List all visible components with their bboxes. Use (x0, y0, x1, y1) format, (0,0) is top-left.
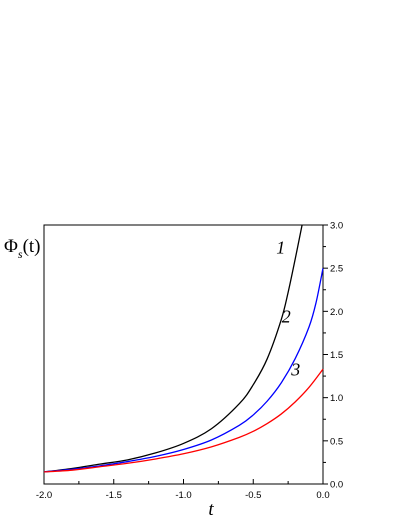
series-2-line (43, 268, 324, 473)
y-tick-label: 1.0 (330, 393, 343, 404)
y-ticks: 0.0 0.5 1.0 1.5 2.0 2.5 3.0 (323, 221, 343, 491)
x-tick-label: -0.5 (245, 490, 261, 501)
x-tick-label: -1.0 (175, 490, 191, 501)
series-1-label: 1 (276, 237, 285, 257)
series-2-label: 2 (282, 307, 291, 327)
y-axis-label-main: Φ (4, 236, 18, 257)
y-tick-label: 3.0 (330, 221, 343, 232)
y-axis-label-sub: s (18, 247, 23, 261)
plot-frame (43, 224, 324, 485)
y-tick-label: 2.0 (330, 307, 343, 318)
x-tick-label: -2.0 (36, 490, 52, 501)
curves (43, 224, 324, 473)
x-ticks: -2.0 -1.5 -1.0 -0.5 0.0 (36, 479, 330, 501)
series-1-line (43, 224, 303, 473)
series-3-line (43, 368, 324, 473)
y-tick-label: 0.0 (330, 480, 343, 491)
y-axis-label-arg: (t) (23, 236, 41, 257)
curve-labels: 1 2 3 (276, 237, 300, 379)
x-tick-label: -1.5 (106, 490, 122, 501)
series-3-label: 3 (290, 359, 300, 379)
y-tick-label: 2.5 (330, 264, 343, 275)
y-tick-label: 1.5 (330, 350, 343, 361)
x-axis-label: t (208, 499, 214, 520)
y-tick-label: 0.5 (330, 436, 343, 447)
x-tick-label: 0.0 (316, 490, 329, 501)
y-axis-label: Φs(t) (4, 236, 41, 261)
